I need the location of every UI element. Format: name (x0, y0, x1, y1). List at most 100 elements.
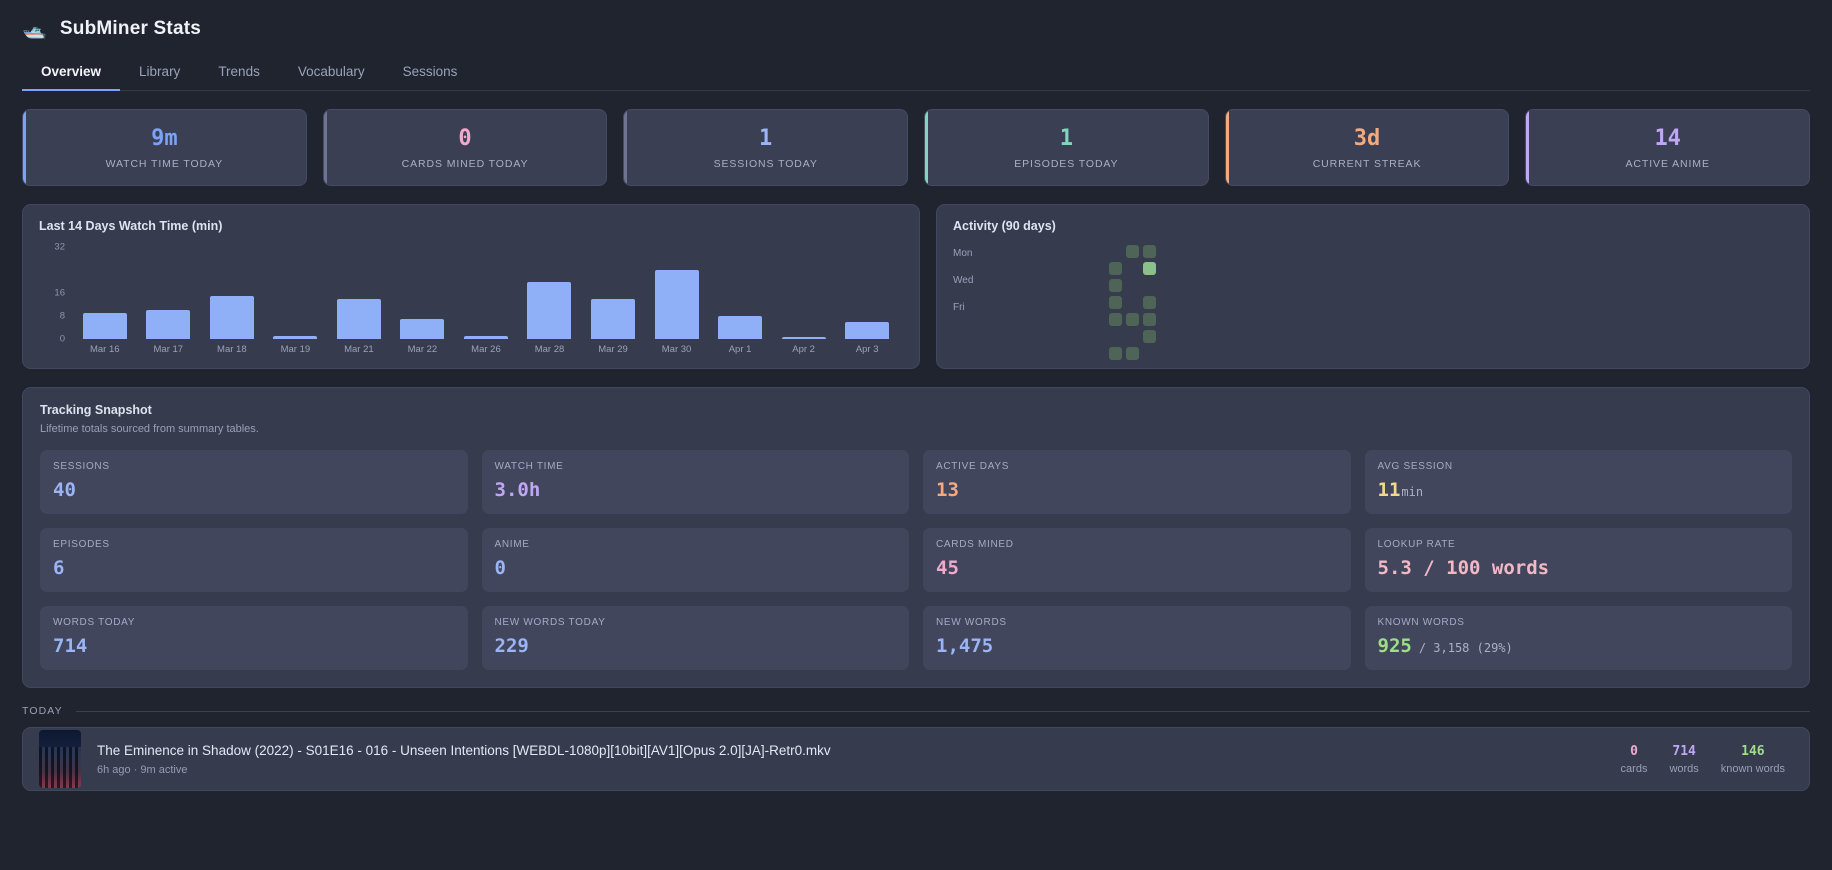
entry-stat-value: 0 (1630, 743, 1638, 759)
kpi-card-current-streak[interactable]: 3d Current Streak (1224, 109, 1510, 186)
x-label: Mar 30 (661, 344, 692, 355)
entry-meta: 6h ago · 9m active (97, 763, 188, 776)
bar-apr-3[interactable] (845, 321, 890, 339)
tab-library[interactable]: Library (139, 64, 181, 79)
bar-mar-21[interactable] (336, 298, 381, 339)
bar-apr-1[interactable] (718, 316, 763, 339)
heatmap-cell[interactable] (1126, 279, 1139, 292)
kpi-value: 0 (458, 125, 472, 151)
kpi-card-sessions-today[interactable]: 1 Sessions Today (623, 109, 909, 186)
tab-bar: Overview Library Trends Vocabulary Sessi… (22, 56, 1810, 91)
tile-value: 45 (936, 557, 1338, 579)
snapshot-tile-anime[interactable]: Anime 0 (481, 528, 909, 592)
heatmap-cell[interactable] (1109, 262, 1122, 275)
heatmap-cell[interactable] (1143, 330, 1156, 343)
chart-y-axis: 32 16 8 0 (39, 242, 69, 355)
snapshot-tile-active-days[interactable]: Active Days 13 (923, 450, 1351, 514)
kpi-value: 1 (1059, 125, 1073, 151)
kpi-accent-bar (624, 110, 628, 185)
activity-heatmap (1109, 245, 1156, 360)
bar-chart: 32 16 8 0 Mar 16 Mar 17 Mar 18 Mar 19 Mar 21 Mar… (54, 242, 899, 355)
y-tick-8: 8 (59, 310, 65, 322)
tile-value: 229 (495, 635, 897, 657)
kpi-card-watch-time-today[interactable]: 9m Watch Time Today (22, 109, 307, 186)
bar-mar-19[interactable] (273, 336, 318, 339)
tab-trends[interactable]: Trends (218, 64, 260, 79)
bar-mar-30[interactable] (654, 270, 699, 339)
bar-mar-28[interactable] (527, 281, 572, 339)
bar-mar-22[interactable] (400, 318, 445, 339)
bar-slot (518, 247, 582, 339)
heatmap-cell[interactable] (1126, 347, 1139, 360)
bar-mar-16[interactable] (82, 313, 127, 339)
tile-label: Avg Session (1377, 461, 1453, 472)
bar-apr-2[interactable] (781, 337, 826, 339)
snapshot-tile-sessions[interactable]: Sessions 40 (40, 450, 468, 514)
chart-bars (73, 247, 899, 339)
tile-value-number: 0 (494, 557, 506, 579)
tab-vocabulary[interactable]: Vocabulary (297, 64, 365, 79)
x-label: Mar 29 (598, 344, 628, 355)
y-tick-0: 0 (59, 333, 65, 345)
snapshot-tile-known-words[interactable]: Known Words 925 / 3,158 (29%) (1364, 606, 1792, 670)
kpi-label: Sessions Today (713, 157, 818, 170)
snapshot-tile-words-today[interactable]: Words Today 714 (40, 606, 468, 670)
tile-value: 0 (495, 557, 897, 579)
bar-mar-17[interactable] (146, 310, 191, 339)
tile-value: 3.0h (495, 479, 897, 501)
kpi-value: 14 (1654, 125, 1681, 151)
tile-value-number: 3.0h (494, 479, 541, 501)
snapshot-tile-avg-session[interactable]: Avg Session 11 min (1364, 450, 1792, 514)
tile-label: New Words (936, 617, 1007, 628)
tab-overview[interactable]: Overview (22, 56, 121, 91)
tile-value: 6 (53, 557, 455, 579)
snapshot-tile-episodes[interactable]: Episodes 6 (40, 528, 468, 592)
chart-x-labels: Mar 16 Mar 17 Mar 18 Mar 19 Mar 21 Mar 22 Mar … (73, 344, 899, 355)
heatmap-cell[interactable] (1109, 347, 1122, 360)
tile-label: Episodes (53, 539, 110, 550)
kpi-card-active-anime[interactable]: 14 Active Anime (1525, 109, 1811, 186)
x-label: Mar 19 (280, 344, 311, 355)
heatmap-cell[interactable] (1143, 347, 1156, 360)
episode-thumbnail (39, 730, 81, 788)
kpi-card-cards-mined-today[interactable]: 0 Cards Mined Today (322, 109, 608, 186)
snapshot-tile-new-words-today[interactable]: New Words Today 229 (481, 606, 909, 670)
bar-mar-26[interactable] (463, 336, 508, 339)
entry-stat-key: words (1669, 762, 1699, 775)
bar-slot (327, 247, 391, 339)
snapshot-tile-new-words[interactable]: New Words 1,475 (923, 606, 1351, 670)
heatmap-cell[interactable] (1143, 262, 1156, 275)
tile-value: 40 (53, 479, 455, 501)
bar-mar-29[interactable] (591, 298, 636, 339)
heatmap-cell[interactable] (1126, 296, 1139, 309)
heatmap-cell[interactable] (1143, 279, 1156, 292)
tile-value: 11 min (1378, 479, 1780, 501)
day-label-fri: Fri (953, 302, 965, 313)
snapshot-tile-cards-mined[interactable]: Cards Mined 45 (923, 528, 1351, 592)
heatmap-cell[interactable] (1143, 296, 1156, 309)
kpi-card-episodes-today[interactable]: 1 Episodes Today (924, 109, 1209, 186)
tile-value-number: 11 (1377, 479, 1401, 501)
tile-value-number: 40 (53, 479, 76, 501)
entry-stat-value: 714 (1672, 743, 1696, 759)
snapshot-tile-watch-time[interactable]: Watch Time 3.0h (481, 450, 909, 514)
x-label: Mar 28 (534, 344, 565, 355)
tab-sessions[interactable]: Sessions (402, 64, 458, 79)
heatmap-cell[interactable] (1109, 279, 1122, 292)
heatmap-cell[interactable] (1143, 313, 1156, 326)
heatmap-cell[interactable] (1109, 296, 1122, 309)
heatmap-cell[interactable] (1109, 313, 1122, 326)
heatmap-cell[interactable] (1109, 245, 1122, 258)
bar-mar-18[interactable] (209, 295, 254, 339)
heatmap-column (1126, 245, 1139, 360)
today-entry-row[interactable]: The Eminence in Shadow (2022) - S01E16 -… (22, 727, 1810, 791)
heatmap-cell[interactable] (1109, 330, 1122, 343)
snapshot-tile-lookup-rate[interactable]: Lookup Rate 5.3 / 100 words (1364, 528, 1792, 592)
heatmap-cell[interactable] (1143, 245, 1156, 258)
kpi-value: 3d (1353, 125, 1381, 151)
tracking-snapshot-panel: Tracking Snapshot Lifetime totals source… (22, 387, 1810, 688)
heatmap-cell[interactable] (1126, 330, 1139, 343)
heatmap-cell[interactable] (1126, 313, 1139, 326)
heatmap-cell[interactable] (1126, 245, 1139, 258)
heatmap-cell[interactable] (1126, 262, 1139, 275)
